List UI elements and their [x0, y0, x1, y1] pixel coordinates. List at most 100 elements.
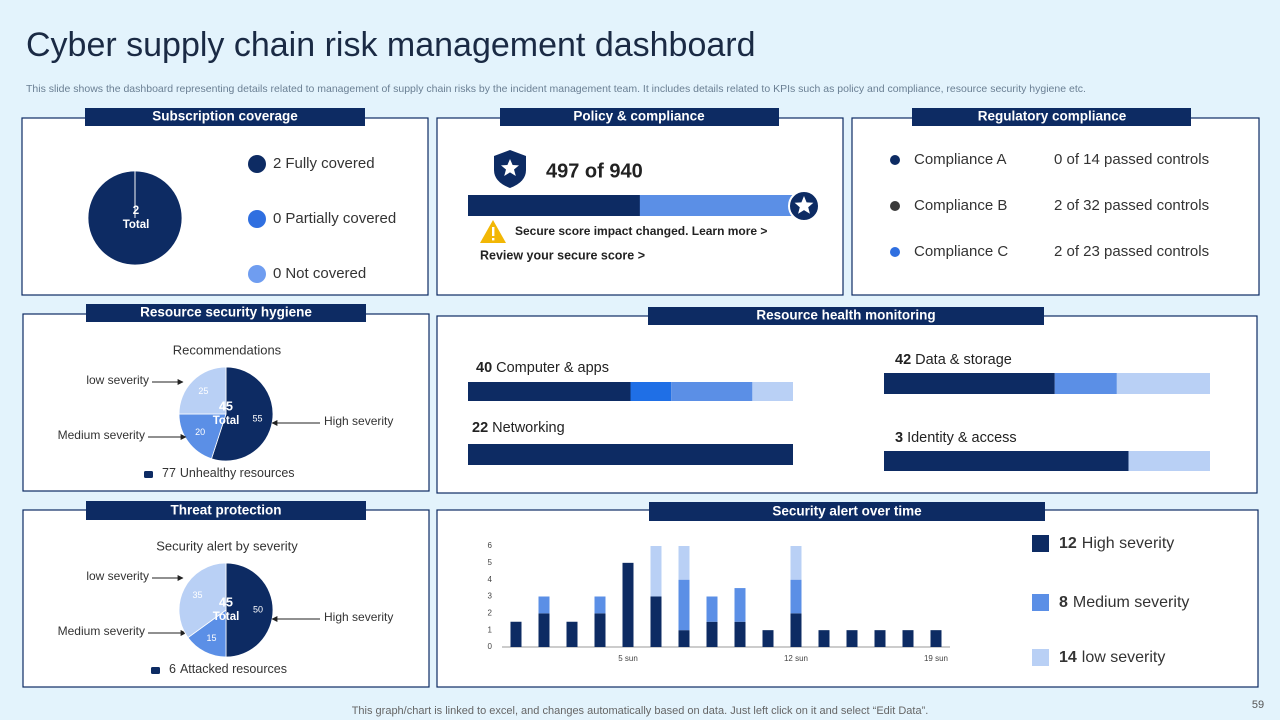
column-segment — [790, 579, 802, 614]
bar-segment — [1116, 373, 1210, 394]
legend-entry: 8 Medium severity — [1059, 594, 1189, 611]
panel-heading: Subscription coverage — [152, 109, 298, 124]
warning-mark — [492, 227, 495, 236]
column-segment — [650, 596, 662, 647]
column-segment — [538, 596, 550, 614]
panel-heading-bar — [86, 304, 366, 322]
bar-label: 3 Identity & access — [895, 430, 1017, 446]
legend-swatch — [1032, 594, 1049, 611]
bar-segment — [884, 373, 1055, 394]
column-segment — [594, 613, 606, 647]
warning-dot — [492, 238, 495, 241]
legend-entry: 12 High severity — [1059, 535, 1174, 552]
y-tick-label: 1 — [488, 625, 493, 634]
y-tick-label: 5 — [488, 558, 493, 567]
panel-heading-bar — [85, 108, 365, 126]
column-segment — [678, 630, 690, 647]
pie-subtitle: Security alert by severity — [156, 538, 298, 553]
pie-slice — [178, 562, 227, 639]
bar-segment — [1054, 373, 1117, 394]
bar-segment — [671, 382, 753, 401]
y-tick-label: 0 — [488, 642, 493, 651]
panel — [21, 117, 429, 296]
legend-swatch — [1032, 535, 1049, 552]
legend-entry-part: 2 — [273, 155, 281, 172]
x-tick-label: 12 sun — [784, 654, 808, 663]
legend-entry-part: 8 — [1059, 594, 1068, 611]
panel-heading-bar — [86, 501, 366, 520]
panel-heading: Regulatory compliance — [978, 109, 1127, 124]
shield-star — [501, 159, 519, 176]
bar-segment — [630, 382, 672, 401]
bar-label: 40 Computer & apps — [476, 360, 609, 376]
pie-slice — [178, 413, 227, 460]
column-segment — [734, 621, 746, 647]
slice-value-label: 35 — [193, 590, 203, 600]
bar-label-part: 22 — [472, 420, 488, 436]
bar-label-part: 42 — [895, 352, 911, 368]
legend-entry-part: Medium severity — [1073, 594, 1189, 611]
page-title: Cyber supply chain risk management dashb… — [26, 26, 756, 64]
panel-heading-bar — [649, 502, 1045, 521]
bar-label-part: 3 — [895, 430, 903, 446]
panel-heading: Policy & compliance — [573, 109, 705, 124]
pie-footer-part: 77 — [162, 466, 176, 480]
column-segment — [594, 596, 606, 614]
x-tick-label: 5 sun — [618, 654, 638, 663]
pie-slice — [178, 366, 227, 415]
compliance-name: Compliance C — [914, 243, 1008, 260]
pie-slice — [225, 562, 274, 658]
legend-entry-part: High severity — [1082, 535, 1174, 552]
compliance-name: Compliance A — [914, 151, 1007, 168]
slice-category-label: High severity — [324, 414, 393, 428]
legend-entry: 2 Fully covered — [273, 155, 375, 172]
y-tick-label: 2 — [488, 608, 493, 617]
slice-category-label: Medium severity — [58, 624, 145, 638]
panel-heading: Security alert over time — [772, 504, 922, 519]
y-tick-label: 6 — [488, 541, 493, 550]
pie-footer: 77 Unhealthy resources — [162, 466, 295, 480]
pie-footer-part: 6 — [169, 662, 176, 676]
column-segment — [846, 630, 858, 647]
legend-entry-part: 0 — [273, 210, 281, 227]
page-subtitle: This slide shows the dashboard represent… — [26, 83, 1086, 95]
pie-footer: 6 Attacked resources — [169, 662, 287, 676]
compliance-status: 0 of 14 passed controls — [1054, 151, 1209, 168]
column-segment — [622, 562, 634, 647]
slice-value-label: 20 — [195, 427, 205, 437]
column-segment — [790, 546, 802, 580]
pie-total: 45 — [219, 595, 233, 609]
column-segment — [678, 579, 690, 631]
slice-value-label: 15 — [206, 633, 216, 643]
panel-heading: Resource security hygiene — [140, 305, 312, 320]
legend-dot — [248, 210, 266, 228]
panel-heading-bar — [648, 307, 1044, 325]
panel-heading-bar — [500, 108, 779, 126]
page-number: 59 — [1252, 699, 1264, 711]
slice-category-label: low severity — [86, 569, 149, 583]
column-segment — [510, 621, 522, 647]
bar-segment — [752, 382, 793, 401]
bar-label: 22 Networking — [472, 420, 565, 436]
bar-label-part: 40 — [476, 360, 492, 376]
legend-entry-part: low severity — [1082, 649, 1166, 666]
pie-footer-part: Attacked resources — [180, 662, 287, 676]
score-link[interactable]: Review your secure score > — [480, 248, 645, 262]
column-segment — [538, 613, 550, 647]
pie-total: 45 — [219, 399, 233, 413]
y-tick-label: 3 — [488, 592, 493, 601]
alert-link[interactable]: Secure score impact changed. Learn more … — [515, 224, 767, 238]
column-segment — [734, 588, 746, 622]
bar-label-part: Computer & apps — [496, 360, 609, 376]
column-segment — [706, 596, 718, 622]
status-dot — [890, 247, 900, 257]
column-segment — [678, 546, 690, 580]
bar-segment — [1128, 451, 1210, 471]
bar-label-part: Networking — [492, 420, 565, 436]
bar-segment — [468, 382, 631, 401]
resource-icon — [144, 471, 153, 478]
pie-subtitle: Recommendations — [173, 342, 282, 357]
legend-dot — [248, 155, 266, 173]
bar-segment — [884, 451, 1129, 471]
